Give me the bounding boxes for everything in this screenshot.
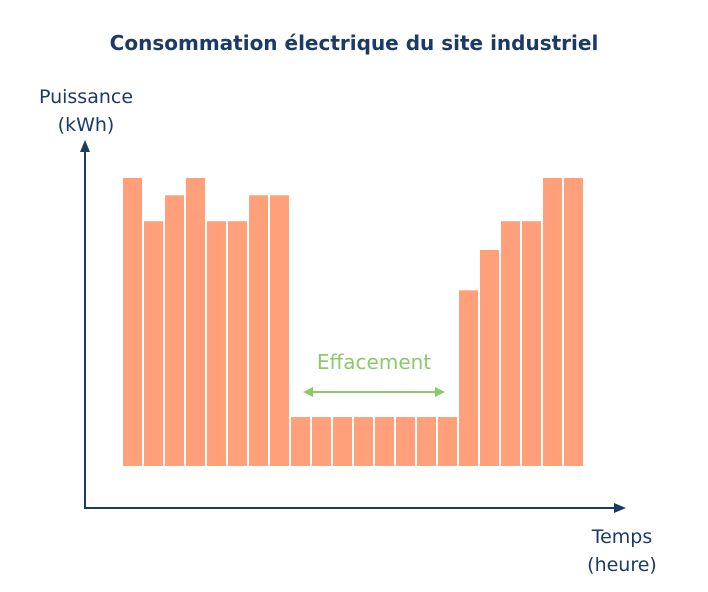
bar bbox=[501, 221, 520, 466]
bar bbox=[417, 417, 436, 466]
chart-title: Consommation électrique du site industri… bbox=[110, 31, 599, 55]
bar bbox=[165, 195, 184, 466]
annotation-label: Effacement bbox=[317, 350, 431, 374]
bar bbox=[333, 417, 352, 466]
bar bbox=[375, 417, 394, 466]
annotation-double-arrow-icon bbox=[303, 387, 445, 397]
bar bbox=[522, 221, 541, 466]
bar bbox=[228, 221, 247, 466]
bar bbox=[543, 178, 562, 466]
bar bbox=[186, 178, 205, 466]
y-axis-label-line2: (kWh) bbox=[58, 114, 115, 136]
bar bbox=[396, 417, 415, 466]
y-axis-arrow-icon bbox=[80, 140, 90, 152]
x-axis-label-line2: (heure) bbox=[587, 554, 657, 576]
bar bbox=[270, 195, 289, 466]
bar bbox=[354, 417, 373, 466]
bar bbox=[123, 178, 142, 466]
bar bbox=[459, 290, 478, 466]
bar bbox=[249, 195, 268, 466]
x-axis-arrow-icon bbox=[614, 503, 626, 513]
bar bbox=[564, 178, 583, 466]
y-axis-label-line1: Puissance bbox=[39, 86, 133, 108]
bar bbox=[144, 221, 163, 466]
x-axis-label-line1: Temps bbox=[591, 526, 653, 548]
bar bbox=[480, 250, 499, 466]
bar bbox=[207, 221, 226, 466]
bar bbox=[291, 417, 310, 466]
bar bbox=[312, 417, 331, 466]
bars bbox=[123, 178, 583, 466]
bar bbox=[438, 417, 457, 466]
